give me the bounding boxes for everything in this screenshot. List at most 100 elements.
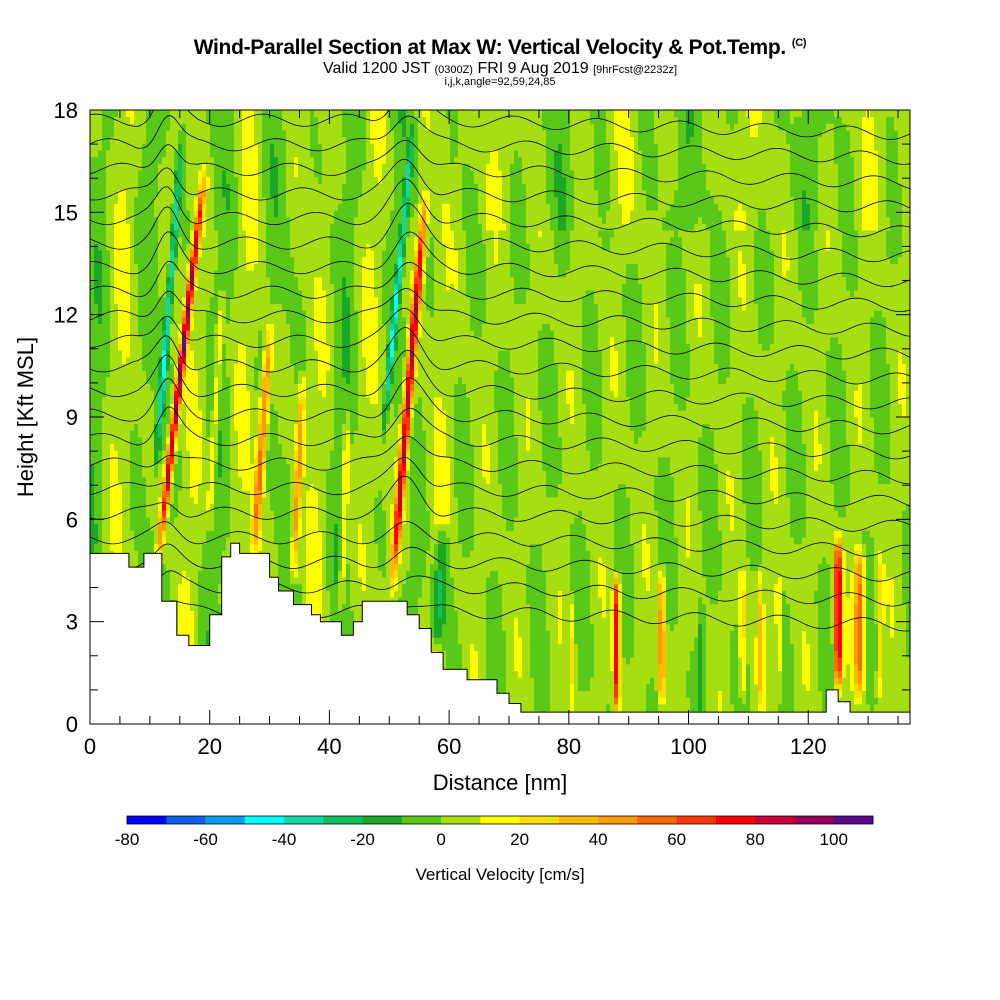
velocity-cell [162,477,167,485]
velocity-cell [554,330,583,338]
velocity-cell [446,530,459,538]
velocity-cell [206,210,215,218]
velocity-cell [230,203,239,211]
velocity-cell [574,210,599,218]
velocity-cell [610,363,619,371]
velocity-cell [598,330,627,338]
velocity-cell [818,623,831,631]
velocity-cell [410,423,415,431]
velocity-cell [134,223,159,231]
velocity-cell [414,330,419,338]
velocity-cell [290,483,295,491]
velocity-cell [506,223,511,231]
velocity-cell [626,263,639,271]
velocity-cell [154,423,159,431]
velocity-cell [190,477,203,485]
velocity-cell [118,323,131,331]
velocity-cell [658,670,667,678]
velocity-cell [850,670,855,678]
velocity-cell [410,223,419,231]
velocity-cell [666,597,679,605]
velocity-cell [902,223,910,231]
velocity-cell [382,296,391,304]
velocity-cell [354,256,363,264]
velocity-cell [718,490,727,498]
velocity-cell [858,250,887,258]
velocity-cell [834,590,839,598]
velocity-cell [382,256,399,264]
velocity-cell [238,250,247,258]
velocity-cell [518,510,579,518]
velocity-cell [702,316,715,324]
velocity-cell [662,577,667,585]
velocity-cell [306,330,315,338]
velocity-cell [302,530,307,538]
velocity-cell [402,310,411,318]
velocity-cell [818,583,831,591]
velocity-cell [742,697,747,705]
velocity-cell [362,336,379,344]
velocity-cell [814,310,875,318]
velocity-cell [746,263,755,271]
velocity-cell [526,223,551,231]
velocity-cell [302,590,307,598]
velocity-cell [778,477,787,485]
velocity-cell [126,210,135,218]
velocity-cell [94,490,103,498]
velocity-cell [690,537,703,545]
velocity-cell [666,683,687,692]
velocity-cell [458,263,467,271]
velocity-cell [782,590,787,598]
velocity-cell [90,370,111,378]
velocity-cell [886,323,910,331]
velocity-cell [114,203,127,211]
velocity-cell [662,590,667,598]
velocity-cell [298,443,303,451]
velocity-cell [846,376,871,385]
velocity-cell [766,697,783,705]
velocity-cell [350,316,359,324]
velocity-cell [574,637,595,645]
velocity-cell [266,477,291,485]
velocity-cell [814,430,819,438]
velocity-cell [602,396,631,405]
velocity-cell [866,643,879,651]
velocity-cell [622,617,635,625]
velocity-cell [882,657,910,665]
velocity-cell [134,230,159,238]
velocity-cell [666,663,691,671]
velocity-cell [906,630,910,638]
velocity-cell [402,543,411,551]
velocity-cell [422,330,475,338]
velocity-cell [442,223,451,231]
velocity-cell [658,570,663,578]
velocity-cell [778,623,783,631]
velocity-cell [110,517,123,525]
velocity-cell [902,523,910,531]
velocity-cell [402,263,407,271]
velocity-cell [178,330,183,338]
velocity-cell [414,316,419,324]
velocity-cell [802,657,811,665]
velocity-cell [90,450,103,458]
velocity-cell [706,610,739,618]
velocity-cell [410,323,419,331]
velocity-cell [218,316,223,324]
velocity-cell [342,557,347,565]
velocity-cell [862,583,867,591]
velocity-cell [542,557,571,565]
velocity-cell [386,383,391,391]
velocity-cell [622,623,635,631]
velocity-cell [730,316,759,324]
velocity-cell [314,276,323,284]
velocity-cell [766,670,783,678]
velocity-cell [858,663,863,671]
velocity-cell [158,376,163,385]
velocity-cell [338,543,343,551]
velocity-cell [530,650,551,658]
velocity-cell [410,563,427,571]
velocity-cell [306,457,331,465]
velocity-cell [298,450,303,458]
velocity-cell [578,510,583,518]
velocity-cell [746,597,759,605]
